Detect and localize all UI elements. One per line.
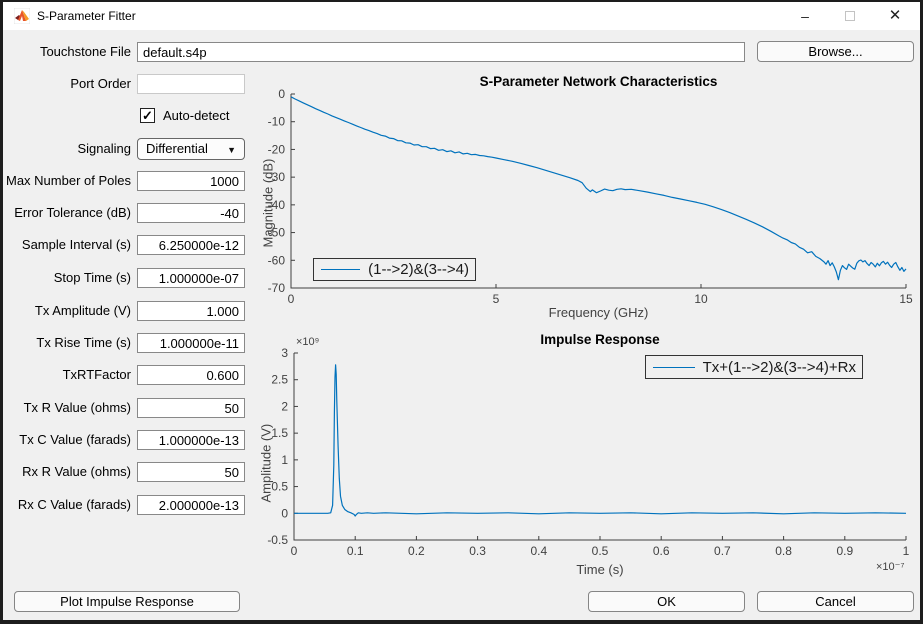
impulse-legend[interactable]: Tx+(1-->2)&(3-->4)+Rx — [645, 355, 863, 379]
touchstone-file-label: Touchstone File — [39, 44, 131, 59]
svg-text:5: 5 — [493, 292, 500, 306]
svg-text:0.6: 0.6 — [653, 544, 670, 558]
field-input[interactable] — [137, 333, 245, 353]
maximize-button[interactable] — [830, 2, 870, 30]
chart-axes-svg: 0 5 10 150-10-20-30-40-50-60-700 0.1 0.2 0.3 0.… — [267, 87, 913, 558]
impulse-y-multiplier: ×10⁹ — [296, 336, 320, 348]
checkmark-icon: ✓ — [142, 108, 153, 123]
field-label: Rx R Value (ohms) — [22, 464, 131, 479]
field-label: Sample Interval (s) — [21, 237, 131, 252]
svg-text:0: 0 — [288, 292, 295, 306]
svg-text:-0.5: -0.5 — [267, 533, 288, 547]
close-button[interactable]: ✕ — [875, 2, 915, 30]
svg-text:0.7: 0.7 — [714, 544, 731, 558]
matlab-logo-icon — [14, 8, 30, 24]
sparam-chart-title: S-Parameter Network Characteristics — [479, 74, 718, 89]
svg-text:-30: -30 — [268, 170, 286, 184]
field-label: Tx Amplitude (V) — [34, 303, 131, 318]
chevron-down-icon: ▼ — [227, 145, 236, 155]
close-icon: ✕ — [888, 7, 902, 24]
impulse-x-multiplier: ×10⁻⁷ — [876, 561, 905, 573]
field-label: Error Tolerance (dB) — [14, 205, 131, 220]
svg-text:1: 1 — [281, 453, 288, 467]
field-input[interactable] — [137, 365, 245, 385]
svg-text:0.8: 0.8 — [775, 544, 792, 558]
field-input[interactable] — [137, 301, 245, 321]
field-label: Rx C Value (farads) — [17, 497, 131, 512]
svg-text:0.3: 0.3 — [469, 544, 486, 558]
field-label: Stop Time (s) — [53, 270, 131, 285]
charts-panel: 0 5 10 15 0 -10 -20 -30 -40 -50 -60 -70 0 0.1 0.2 0.3 0.… — [3, 2, 920, 620]
svg-text:2.5: 2.5 — [271, 373, 288, 387]
impulse-xlabel: Time (s) — [576, 562, 624, 577]
signaling-value: Differential — [146, 141, 208, 156]
field-input[interactable] — [137, 462, 245, 482]
port-order-label: Port Order — [70, 76, 131, 91]
svg-text:-20: -20 — [268, 142, 286, 156]
svg-text:0: 0 — [278, 87, 285, 101]
window-title: S-Parameter Fitter — [37, 9, 136, 23]
svg-text:-50: -50 — [268, 226, 286, 240]
impulse-legend-label: Tx+(1-->2)&(3-->4)+Rx — [702, 358, 856, 376]
plot-impulse-response-button[interactable]: Plot Impulse Response — [14, 591, 240, 612]
field-label: Tx R Value (ohms) — [23, 400, 131, 415]
svg-text:-70: -70 — [268, 281, 286, 295]
field-input[interactable] — [137, 235, 245, 255]
svg-text:-40: -40 — [268, 198, 286, 212]
signaling-label: Signaling — [77, 141, 132, 156]
svg-text:-60: -60 — [268, 253, 286, 267]
svg-text:1: 1 — [903, 544, 910, 558]
port-order-input[interactable] — [137, 74, 245, 94]
field-label: TxRTFactor — [62, 367, 131, 382]
svg-text:0: 0 — [291, 544, 298, 558]
field-input[interactable] — [137, 495, 245, 515]
sparam-legend[interactable]: (1-->2)&(3-->4) — [313, 258, 476, 281]
svg-text:2: 2 — [281, 399, 288, 413]
legend-line-sample — [321, 269, 361, 270]
maximize-icon — [845, 11, 855, 21]
signaling-dropdown[interactable]: Differential ▼ — [137, 138, 245, 160]
field-input[interactable] — [137, 171, 245, 191]
sparam-xlabel: Frequency (GHz) — [548, 305, 649, 320]
cancel-button[interactable]: Cancel — [757, 591, 914, 612]
svg-text:0.5: 0.5 — [271, 480, 288, 494]
minimize-icon: – — [801, 8, 809, 24]
field-input[interactable] — [137, 398, 245, 418]
svg-text:15: 15 — [899, 292, 913, 306]
sparam-ylabel: Magnitude (dB) — [260, 158, 276, 248]
field-input[interactable] — [137, 430, 245, 450]
impulse-ylabel: Amplitude (V) — [258, 423, 274, 503]
svg-text:0.9: 0.9 — [836, 544, 853, 558]
svg-text:-10: -10 — [268, 115, 286, 129]
field-label: Tx C Value (farads) — [19, 432, 131, 447]
browse-button[interactable]: Browse... — [757, 41, 914, 62]
svg-text:0.1: 0.1 — [347, 544, 364, 558]
dialog-window: S-Parameter Fitter – ✕ Touchstone File B… — [3, 2, 920, 620]
svg-text:0.4: 0.4 — [530, 544, 547, 558]
field-label: Tx Rise Time (s) — [36, 335, 131, 350]
field-label: Max Number of Poles — [6, 173, 131, 188]
field-input[interactable] — [137, 268, 245, 288]
legend-line-sample — [653, 366, 695, 368]
touchstone-file-input[interactable] — [137, 42, 745, 62]
auto-detect-label: Auto-detect — [163, 108, 230, 123]
sparam-legend-label: (1-->2)&(3-->4) — [368, 261, 469, 278]
svg-text:10: 10 — [694, 292, 708, 306]
minimize-button[interactable]: – — [785, 2, 825, 30]
svg-text:0: 0 — [281, 506, 288, 520]
impulse-chart-title: Impulse Response — [540, 332, 660, 347]
field-input[interactable] — [137, 203, 245, 223]
svg-text:1.5: 1.5 — [271, 426, 288, 440]
svg-text:0.5: 0.5 — [592, 544, 609, 558]
title-bar: S-Parameter Fitter – ✕ — [3, 2, 920, 30]
auto-detect-checkbox[interactable]: ✓ — [140, 108, 155, 123]
ok-button[interactable]: OK — [588, 591, 745, 612]
svg-text:3: 3 — [281, 346, 288, 360]
svg-text:0.2: 0.2 — [408, 544, 425, 558]
